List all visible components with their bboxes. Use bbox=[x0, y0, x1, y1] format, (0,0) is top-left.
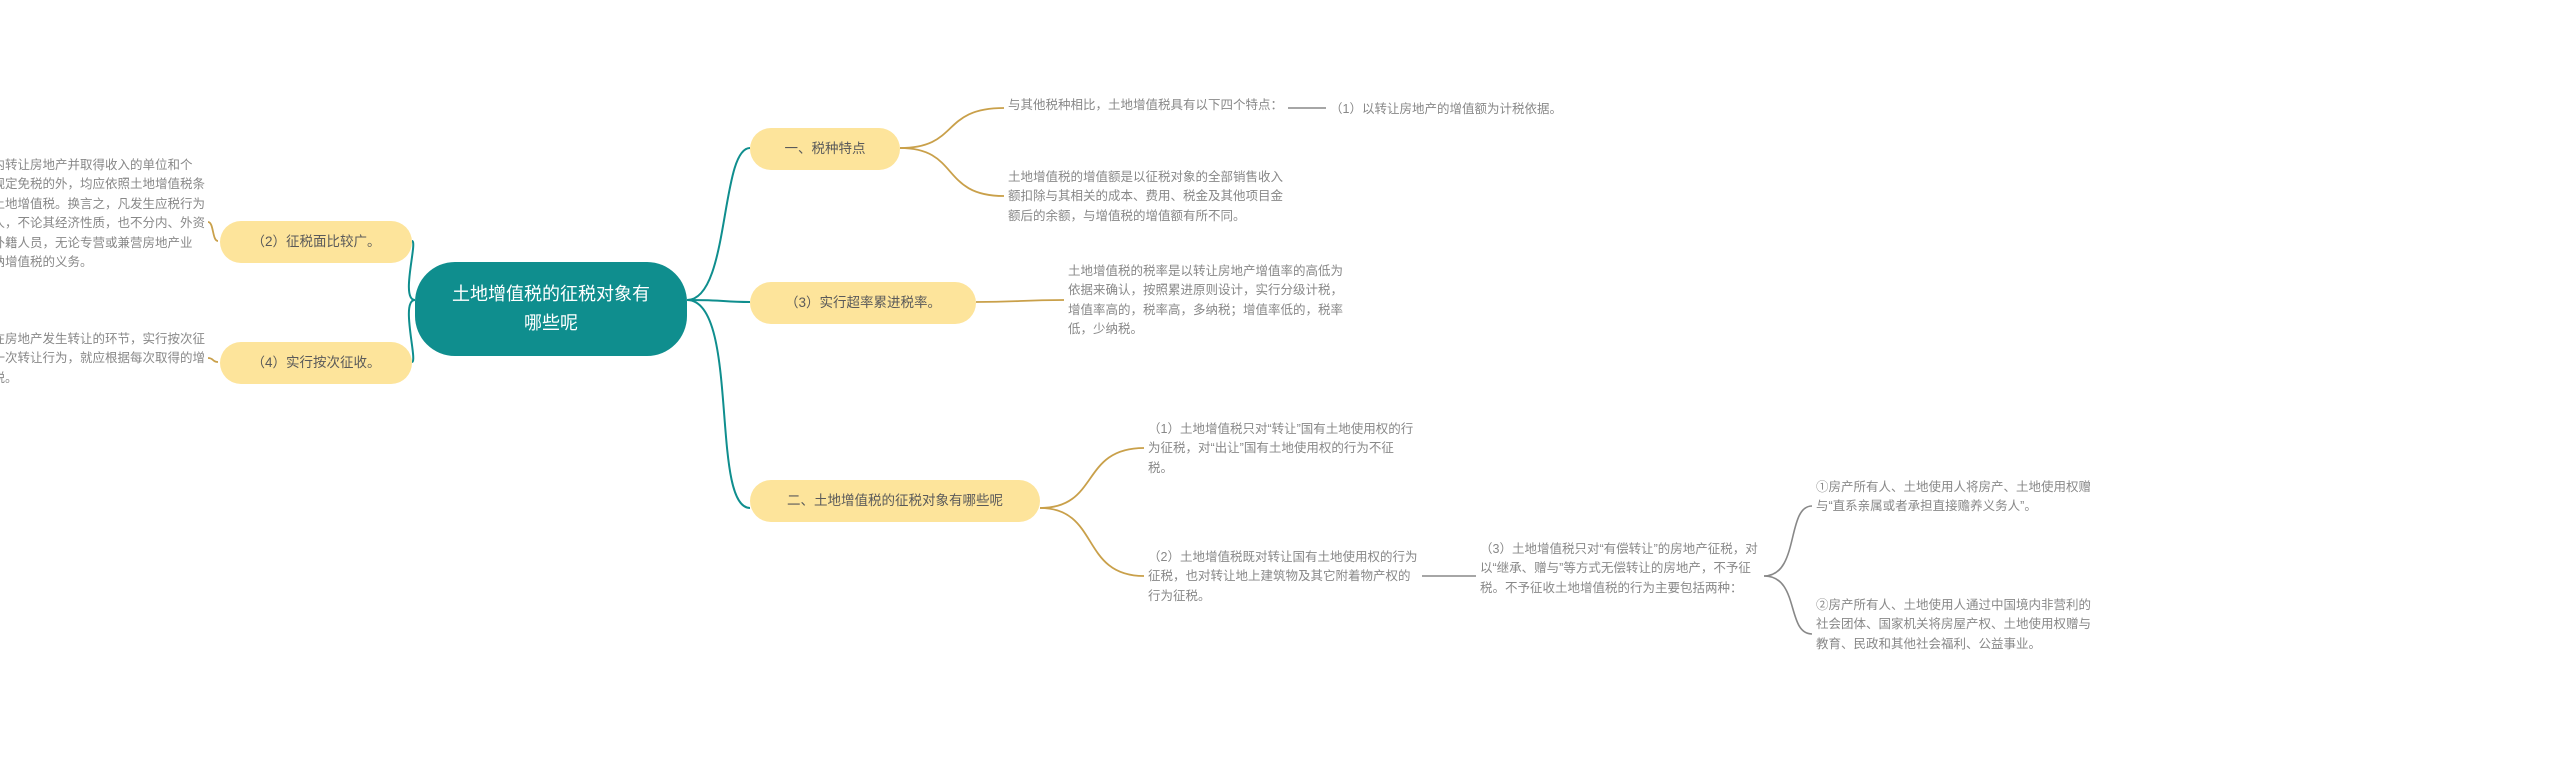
leaf-text: （1）以转让房地产的增值额为计税依据。 bbox=[1330, 100, 1562, 119]
leaf-increment-def: 土地增值税的增值额是以征税对象的全部销售收入额扣除与其相关的成本、费用、税金及其… bbox=[1008, 168, 1288, 226]
branch-tax-objects[interactable]: 二、土地增值税的征税对象有哪些呢 bbox=[750, 480, 1040, 522]
leaf-object-3: （3）土地增值税只对“有偿转让”的房地产征税，对以“继承、赠与”等方式无偿转让的… bbox=[1480, 540, 1760, 598]
leaf-object-1: （1）土地增值税只对“转让”国有土地使用权的行为征税，对“出让”国有土地使用权的… bbox=[1148, 420, 1418, 478]
leaf-text: （3）土地增值税只对“有偿转让”的房地产征税，对以“继承、赠与”等方式无偿转让的… bbox=[1480, 540, 1760, 598]
leaf-text: 土地增值税在房地产发生转让的环节，实行按次征收，每发生一次转让行为，就应根据每次… bbox=[0, 330, 210, 388]
leaf-text: 土地增值税的税率是以转让房地产增值率的高低为依据来确认，按照累进原则设计，实行分… bbox=[1068, 262, 1348, 340]
root-node[interactable]: 土地增值税的征税对象有哪些呢 bbox=[415, 262, 687, 356]
branch-label: 一、税种特点 bbox=[785, 138, 866, 160]
leaf-text: （2）土地增值税既对转让国有土地使用权的行为征税，也对转让地上建筑物及其它附着物… bbox=[1148, 548, 1418, 606]
leaf-text: （1）土地增值税只对“转让”国有土地使用权的行为征税，对“出让”国有土地使用权的… bbox=[1148, 420, 1418, 478]
leaf-wide-scope-desc: 凡在我国境内转让房地产并取得收入的单位和个人，除税法规定免税的外，均应依照土地增… bbox=[0, 156, 210, 272]
branch-label: （2）征税面比较广。 bbox=[251, 231, 380, 253]
branch-label: （3）实行超率累进税率。 bbox=[785, 292, 941, 314]
branch-tax-features[interactable]: 一、税种特点 bbox=[750, 128, 900, 170]
leaf-exempt-1: ①房产所有人、土地使用人将房产、土地使用权赠与“直系亲属或者承担直接赡养义务人”… bbox=[1816, 478, 2096, 517]
branch-label: 二、土地增值税的征税对象有哪些呢 bbox=[787, 490, 1003, 512]
leaf-text: ②房产所有人、土地使用人通过中国境内非营利的社会团体、国家机关将房屋产权、土地使… bbox=[1816, 596, 2096, 654]
leaf-features-intro: 与其他税种相比，土地增值税具有以下四个特点： bbox=[1008, 96, 1284, 115]
leaf-feature-1: （1）以转让房地产的增值额为计税依据。 bbox=[1330, 100, 1610, 119]
leaf-text: 凡在我国境内转让房地产并取得收入的单位和个人，除税法规定免税的外，均应依照土地增… bbox=[0, 156, 210, 272]
leaf-progressive-desc: 土地增值税的税率是以转让房地产增值率的高低为依据来确认，按照累进原则设计，实行分… bbox=[1068, 262, 1348, 340]
branch-label: （4）实行按次征收。 bbox=[251, 352, 380, 374]
leaf-text: 与其他税种相比，土地增值税具有以下四个特点： bbox=[1008, 96, 1283, 115]
leaf-per-transfer-desc: 土地增值税在房地产发生转让的环节，实行按次征收，每发生一次转让行为，就应根据每次… bbox=[0, 330, 210, 388]
leaf-exempt-2: ②房产所有人、土地使用人通过中国境内非营利的社会团体、国家机关将房屋产权、土地使… bbox=[1816, 596, 2096, 654]
leaf-object-2: （2）土地增值税既对转让国有土地使用权的行为征税，也对转让地上建筑物及其它附着物… bbox=[1148, 548, 1418, 606]
leaf-text: ①房产所有人、土地使用人将房产、土地使用权赠与“直系亲属或者承担直接赡养义务人”… bbox=[1816, 478, 2096, 517]
leaf-text: 土地增值税的增值额是以征税对象的全部销售收入额扣除与其相关的成本、费用、税金及其… bbox=[1008, 168, 1288, 226]
branch-wide-scope[interactable]: （2）征税面比较广。 bbox=[220, 221, 412, 263]
branch-progressive-rate[interactable]: （3）实行超率累进税率。 bbox=[750, 282, 976, 324]
root-label: 土地增值税的征税对象有哪些呢 bbox=[451, 280, 651, 338]
branch-per-transfer[interactable]: （4）实行按次征收。 bbox=[220, 342, 412, 384]
